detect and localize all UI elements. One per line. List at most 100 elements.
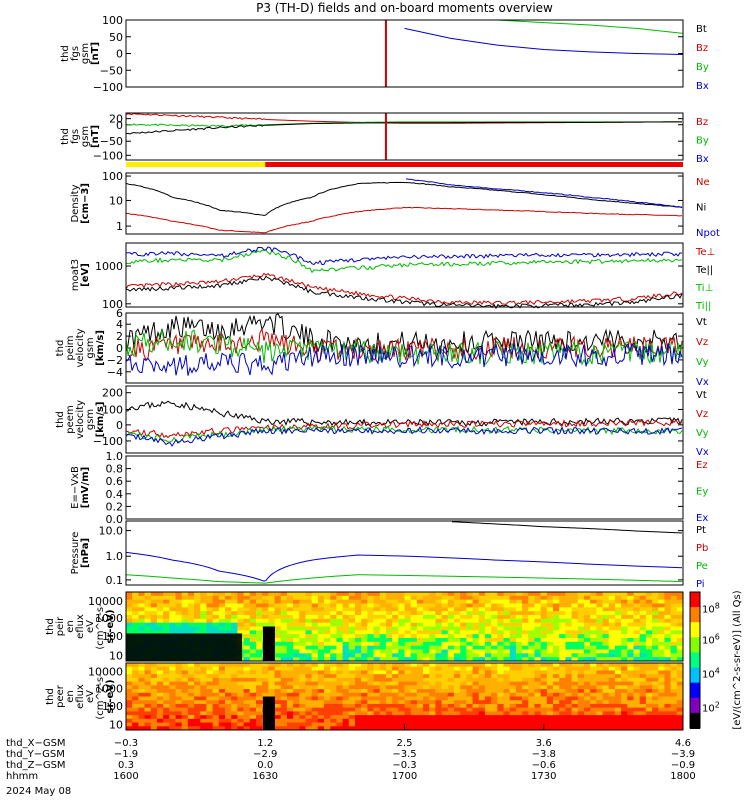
spectrogram-cell: [621, 618, 628, 624]
spectrogram-cell: [460, 689, 467, 694]
spectrogram-cell: [509, 626, 517, 631]
spectrogram-cell: [571, 615, 579, 620]
spectrogram-cell: [466, 663, 474, 668]
spectrogram-cell: [392, 599, 399, 604]
spectrogram-cell: [509, 718, 517, 724]
spectrogram-cell: [150, 674, 158, 679]
spectrogram-cell: [200, 696, 207, 701]
spectrogram-cell: [670, 615, 678, 620]
spectrogram-cell: [528, 707, 535, 712]
spectrogram-cell: [540, 677, 548, 683]
spectrogram-cell: [404, 649, 412, 654]
y-tick-label: 0.1: [106, 574, 124, 587]
spectrogram-cell: [255, 666, 263, 671]
spectrogram-cell: [150, 670, 158, 675]
spectrogram-cell: [627, 611, 634, 616]
spectrogram-cell: [354, 630, 362, 635]
spectrogram-cell: [311, 641, 319, 647]
spectrogram-cell: [540, 630, 548, 635]
spectrogram-cell: [305, 674, 313, 679]
spectrogram-cell: [559, 657, 566, 662]
spectrogram-cell: [540, 653, 548, 658]
spectrogram-cell: [243, 611, 251, 616]
spectrogram-cell: [627, 707, 634, 712]
spectrogram-cell: [466, 674, 474, 679]
spectrogram-cell: [503, 607, 511, 612]
spectrogram-cell: [187, 715, 195, 720]
spectrogram-cell: [268, 670, 276, 675]
spectrogram-cell: [181, 707, 189, 712]
spectrogram-cell: [293, 703, 300, 709]
spectrogram-cell: [255, 703, 263, 709]
spectrogram-cell: [336, 707, 344, 712]
spectrogram-cell: [664, 607, 672, 612]
spectrogram-cell: [305, 615, 313, 620]
spectrogram-cell: [639, 649, 647, 654]
y-axis-label: Pressure: [70, 532, 81, 575]
spectrogram-cell: [175, 595, 183, 601]
spectrogram-cell: [559, 649, 566, 654]
spectrogram-cell: [571, 681, 579, 686]
spectrogram-cell: [565, 603, 573, 608]
spectrogram-cell: [664, 649, 672, 654]
spectrogram-cell: [460, 707, 467, 712]
spectrogram-cell: [169, 685, 177, 690]
spectrogram-cell: [398, 626, 405, 631]
spectrogram-cell: [577, 670, 585, 675]
spectrogram-cell: [243, 603, 251, 608]
spectrogram-cell: [373, 692, 381, 697]
spectrogram-cell: [163, 674, 170, 679]
spectrogram-cell: [652, 649, 659, 654]
spectrogram-cell: [627, 645, 634, 650]
spectrogram-cell: [423, 703, 430, 709]
spectrogram-cell: [577, 615, 585, 620]
spectrogram-cell: [583, 700, 591, 705]
spectrogram-cell: [324, 603, 331, 608]
spectrogram-cell: [528, 645, 535, 650]
spectrogram-cell: [373, 689, 381, 694]
spectrogram-cell: [410, 685, 418, 690]
spectrogram-cell: [404, 626, 412, 631]
spectrogram-cell: [410, 666, 418, 671]
spectrogram-cell: [454, 685, 461, 690]
spectrogram-cell: [144, 618, 152, 624]
spectrogram-cell: [435, 722, 443, 727]
spectrogram-cell: [305, 599, 313, 604]
spectrogram-cell: [144, 707, 152, 712]
spectrogram-cell: [441, 657, 449, 662]
y-tick-label: 0.0: [106, 513, 124, 526]
spectrogram-cell: [194, 692, 201, 697]
spectrogram-cell: [590, 595, 597, 601]
y-axis-label: velocity: [75, 400, 86, 439]
spectrogram-cell: [144, 685, 152, 690]
spectrogram-cell: [330, 718, 337, 724]
spectrogram-cell: [237, 677, 245, 683]
spectrogram-cell: [435, 685, 443, 690]
spectrogram-cell: [645, 653, 653, 658]
spectrogram-cell: [553, 703, 560, 709]
spectrogram-cell: [652, 657, 659, 662]
spectrogram-cell: [522, 703, 529, 709]
spectrogram-cell: [404, 696, 412, 701]
spectrogram-cell: [435, 592, 443, 597]
spectrogram-cell: [336, 638, 344, 643]
spectrogram-cell: [478, 718, 486, 724]
x-tick-label: −3.9: [671, 749, 695, 760]
spectrogram-cell: [138, 726, 146, 731]
spectrogram-cell: [652, 645, 659, 650]
spectrogram-cell: [608, 618, 616, 624]
x-tick-label: −0.9: [671, 760, 695, 771]
spectrogram-cell: [509, 677, 517, 683]
spectrogram-cell: [311, 592, 319, 597]
spectrogram-cell: [676, 645, 684, 650]
spectrogram-cell: [249, 677, 257, 683]
spectrogram-cell: [416, 641, 424, 647]
spectrogram-cell: [454, 692, 461, 697]
spectrogram-cell: [187, 689, 195, 694]
spectrogram-cell: [218, 630, 226, 635]
legend-entry: Vz: [696, 337, 708, 348]
spectrogram-cell: [379, 726, 387, 731]
spectrogram-cell: [602, 689, 610, 694]
spectrogram-cell: [299, 645, 306, 650]
spectrogram-cell: [404, 700, 412, 705]
